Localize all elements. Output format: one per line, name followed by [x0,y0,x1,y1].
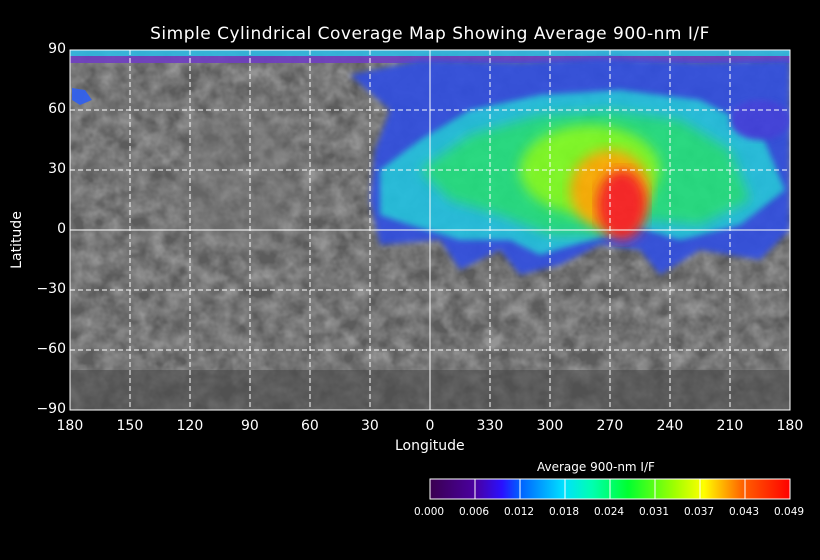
x-tick-label: 240 [656,418,684,434]
y-tick-label: 60 [48,101,66,117]
y-tick-label: 30 [48,161,66,177]
x-tick-label: 270 [596,418,624,434]
y-tick-label: −90 [36,401,66,417]
colorbar-separators [474,479,746,499]
colorbar-tick-label: 0.018 [549,506,580,518]
colorbar-tick-label: 0.031 [639,506,670,518]
y-tick-label: 0 [57,221,66,237]
colorbar-tick-label: 0.049 [774,506,805,518]
x-tick-label: 120 [176,418,204,434]
x-tick-label: 60 [301,418,319,434]
grid-lines [70,50,790,410]
colorbar-tick-label: 0.000 [414,506,445,518]
x-tick-label: 90 [241,418,259,434]
x-tick-label: 210 [716,418,744,434]
plot-frame [69,49,791,411]
x-tick-label: 330 [476,418,504,434]
y-tick-label: −30 [36,281,66,297]
x-axis-label: Longitude [395,438,465,454]
x-tick-label: 180 [776,418,804,434]
y-tick-label: 90 [48,41,66,57]
chart-title: Simple Cylindrical Coverage Map Showing … [150,24,710,44]
x-tick-label: 300 [536,418,564,434]
colorbar-tick-label: 0.037 [684,506,715,518]
x-tick-label: 30 [361,418,379,434]
colorbar-title: Average 900-nm I/F [537,460,655,474]
colorbar-tick-label: 0.024 [594,506,625,518]
colorbar-tick-label: 0.043 [729,506,760,518]
colorbar-frame [429,478,791,500]
x-tick-label: 180 [56,418,84,434]
colorbar-tick-label: 0.012 [504,506,535,518]
y-tick-label: −60 [36,341,66,357]
colorbar-tick-label: 0.006 [459,506,490,518]
y-axis-label: Latitude [8,211,25,269]
x-tick-label: 0 [425,418,435,434]
x-tick-label: 150 [116,418,144,434]
